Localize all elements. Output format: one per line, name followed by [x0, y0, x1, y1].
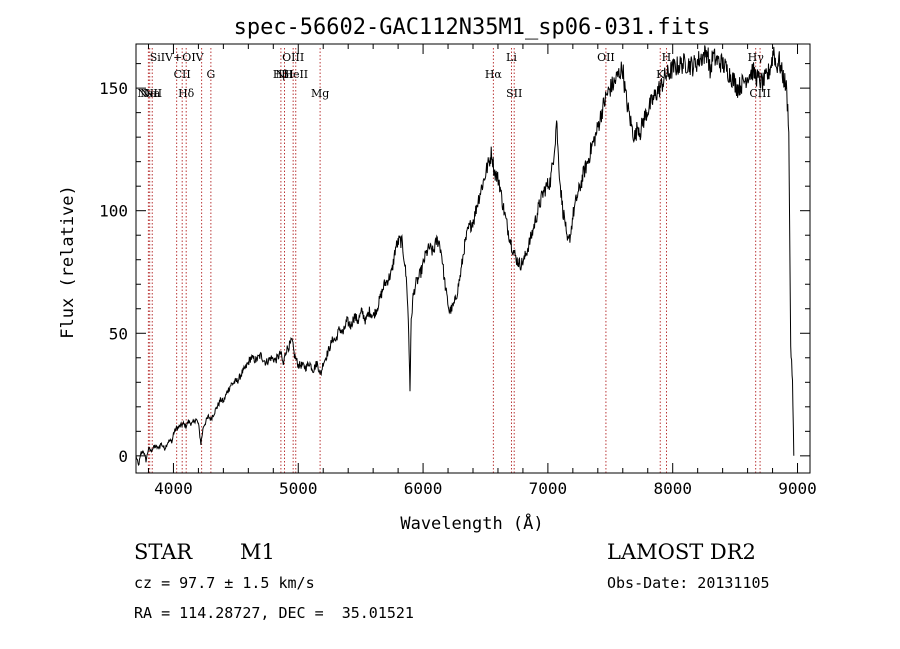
line-marker-label-7: G [206, 68, 215, 81]
line-marker-label-20: CIII [749, 87, 770, 100]
x-tick-label-5: 9000 [778, 479, 817, 498]
spectrum-series-line [135, 45, 795, 466]
line-marker-label-13: Hα [485, 68, 503, 81]
x-axis-label: Wavelength (Å) [400, 512, 543, 534]
line-marker-label-12: Mg [311, 87, 329, 100]
x-tick-label-2: 6000 [404, 479, 443, 498]
y-tick-label-0: 0 [118, 447, 128, 466]
x-tick-label-0: 4000 [154, 479, 193, 498]
line-marker-label-10: OIII [282, 51, 304, 64]
line-marker-label-1: NeII [137, 87, 162, 100]
object-subclass: M1 [240, 540, 275, 564]
line-marker-label-19: Hγ [748, 51, 765, 64]
line-marker-label-4: CII [174, 68, 191, 81]
line-marker-label-17: K [656, 68, 665, 81]
line-marker-label-11: HeII [283, 68, 308, 81]
y-tick-label-2: 100 [99, 202, 128, 221]
x-tick-label-3: 7000 [529, 479, 568, 498]
line-marker-label-5: Hδ [178, 87, 195, 100]
line-marker-label-8: Hβ [273, 68, 289, 81]
line-marker-label-2: Na [144, 87, 161, 100]
y-tick-label-1: 50 [109, 324, 128, 343]
coordinates-readout: RA = 114.28727, DEC = 35.01521 [134, 604, 414, 622]
survey-name: LAMOST DR2 [607, 540, 756, 564]
spectrum-chart: spec-56602-GAC112N35M1_sp06-031.fits NeN… [58, 15, 817, 534]
line-marker-label-9: NII [275, 68, 293, 81]
line-marker-label-15: SII [506, 87, 522, 100]
x-tick-label-4: 8000 [653, 479, 692, 498]
line-marker-label-18: H [662, 51, 672, 64]
x-tick-label-1: 5000 [279, 479, 318, 498]
line-marker-label-16: OII [597, 51, 615, 64]
object-class: STAR [134, 540, 193, 564]
y-axis-label: Flux (relative) [58, 185, 78, 339]
axis-ticks: 4000 5000 6000 7000 8000 9000 0 50 100 150 [99, 44, 817, 498]
redshift-readout: cz = 97.7 ± 1.5 km/s [134, 574, 315, 592]
chart-title: spec-56602-GAC112N35M1_sp06-031.fits [234, 15, 711, 40]
spectrum-line-layer [135, 45, 795, 466]
line-marker-label-14: Li [506, 51, 517, 64]
y-tick-label-3: 150 [99, 79, 128, 98]
line-marker-label-3: SiIV+OIV [150, 51, 205, 64]
observation-date: Obs-Date: 20131105 [607, 574, 770, 592]
plot-frame [135, 43, 811, 474]
